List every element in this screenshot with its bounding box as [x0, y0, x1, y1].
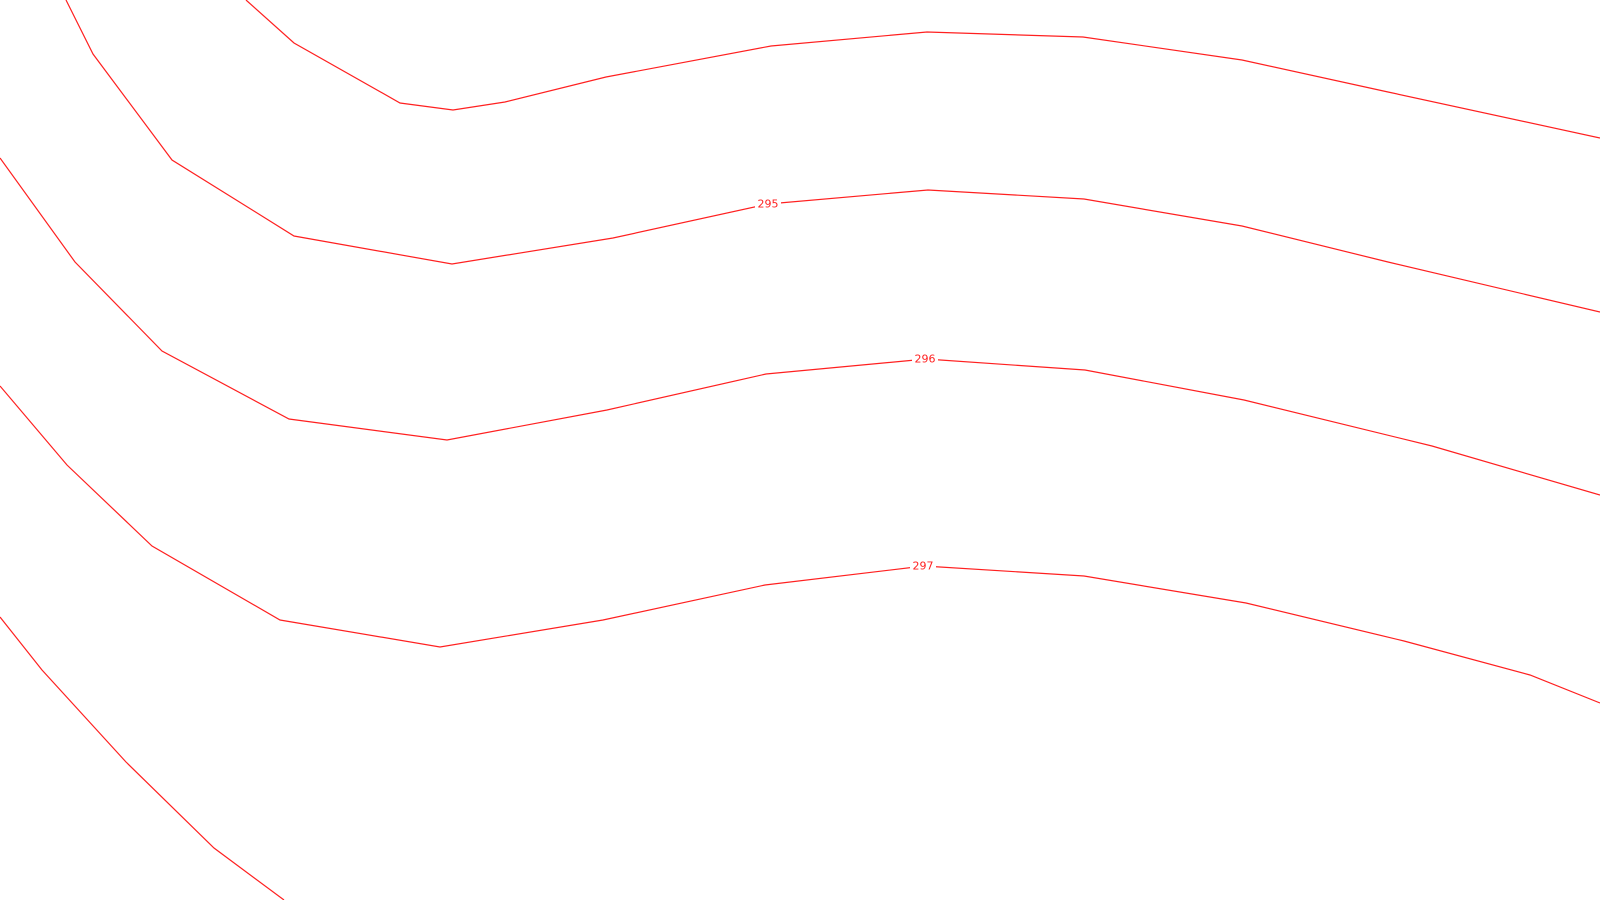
- contour-line-294: [245, 0, 1600, 139]
- contour-label-296: 296: [915, 353, 936, 366]
- contour-294: [245, 0, 1600, 139]
- contour-label-bg-296: [912, 352, 938, 366]
- contour-label-bg-297: [910, 559, 936, 573]
- contour-label-bg-295: [755, 196, 781, 210]
- contour-line-298: [0, 616, 285, 900]
- contour-label-297: 297: [913, 560, 934, 573]
- contour-296: 296: [0, 157, 1600, 496]
- contour-297: 297: [0, 385, 1600, 704]
- contour-line-295: [65, 0, 1600, 313]
- contour-line-296: [0, 157, 1600, 496]
- contour-298: [0, 616, 285, 900]
- contour-295: 295: [65, 0, 1600, 313]
- contour-label-295: 295: [758, 198, 779, 211]
- contour-line-297: [0, 385, 1600, 704]
